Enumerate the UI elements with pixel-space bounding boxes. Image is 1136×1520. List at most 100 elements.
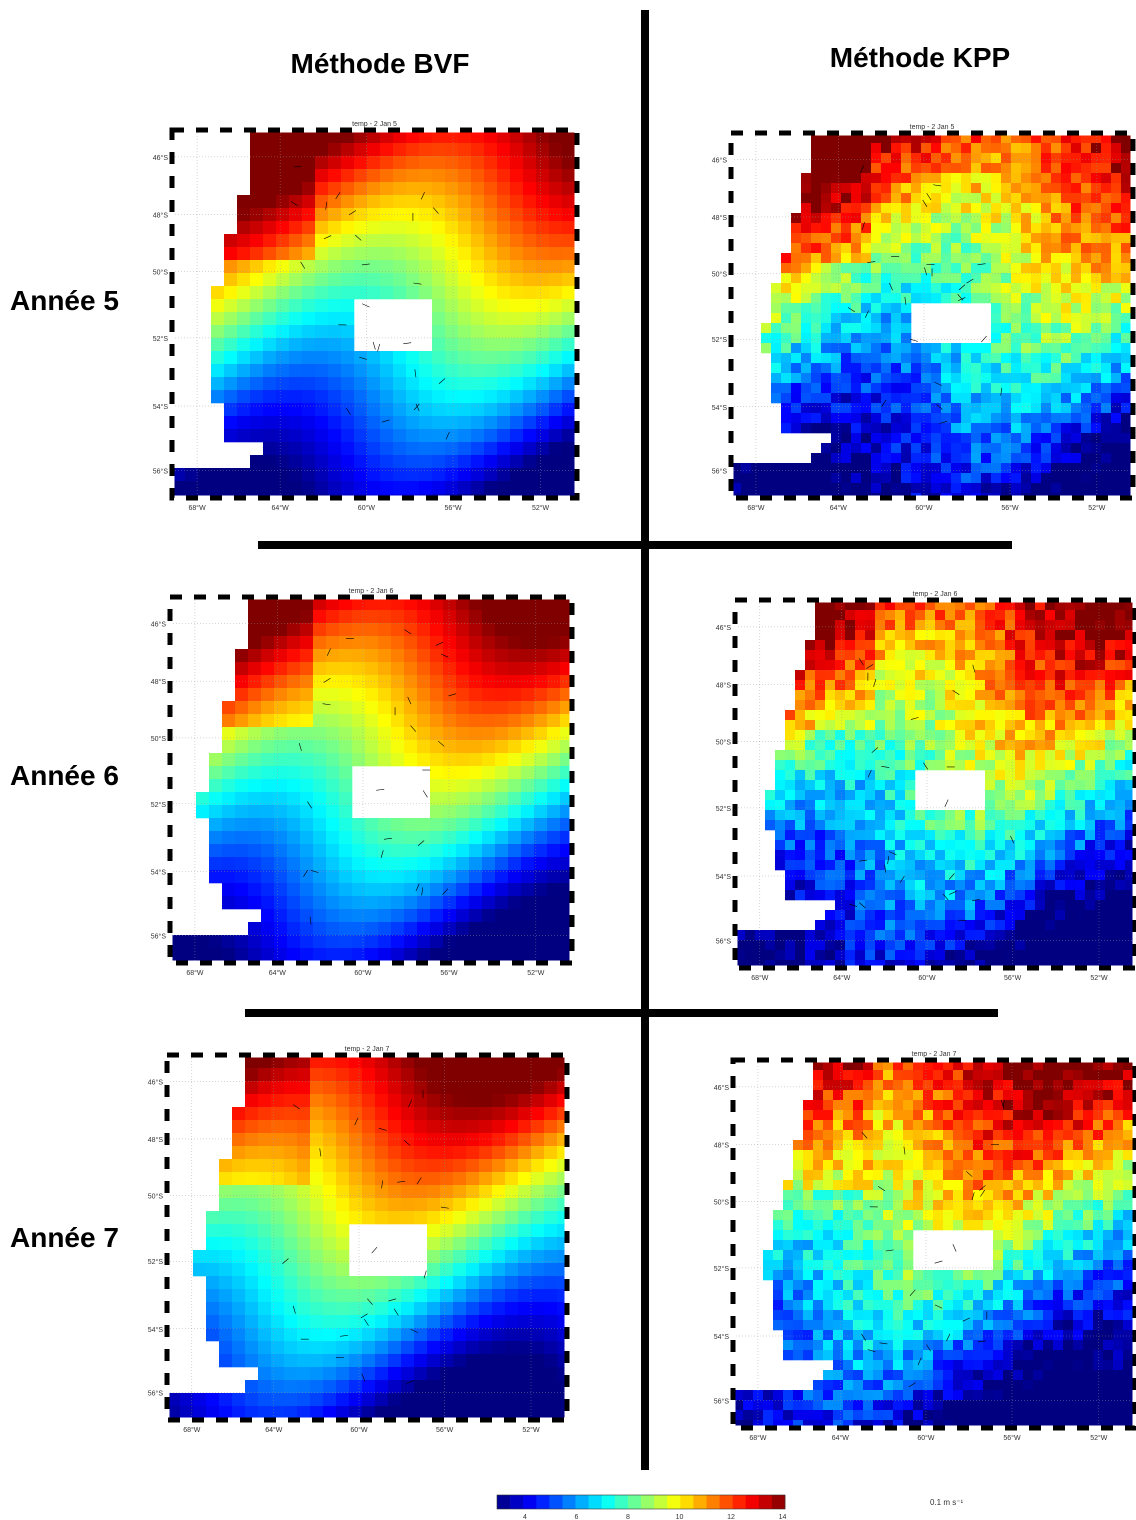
map-cell (284, 1055, 298, 1069)
map-cell (865, 670, 876, 681)
map-cell (915, 750, 926, 761)
map-cell (224, 416, 238, 430)
map-frame (167, 594, 575, 966)
map-cell (388, 1159, 402, 1173)
map-cell (557, 1055, 568, 1069)
map-cell (1101, 233, 1112, 244)
map-cell (825, 880, 836, 891)
map-cell (855, 610, 866, 621)
map-cell (222, 792, 236, 806)
map-cell (557, 1159, 568, 1173)
map-cell (547, 818, 561, 832)
map-cell (300, 675, 314, 689)
map-cell (391, 857, 405, 871)
map-cell (1081, 473, 1092, 484)
map-cell (1035, 850, 1046, 861)
map-cell (915, 710, 926, 721)
map-cell (328, 312, 342, 326)
row-label: Année 5 (10, 285, 119, 316)
map-cell (875, 610, 886, 621)
map-cell (484, 325, 498, 339)
map-cell (845, 630, 856, 641)
map-cell (1021, 143, 1032, 154)
map-cell (417, 610, 431, 624)
map-cell (885, 820, 896, 831)
map-cell (965, 880, 976, 891)
map-cell (1025, 750, 1036, 761)
map-cell (975, 720, 986, 731)
map-cell (821, 413, 832, 424)
map-cell (1065, 850, 1076, 861)
map-cell (1071, 193, 1082, 204)
map-cell (915, 930, 926, 941)
map-cell (406, 156, 420, 170)
map-cell (367, 169, 381, 183)
map-cell (905, 750, 916, 761)
map-cell (795, 670, 806, 681)
map-cell (845, 840, 856, 851)
map-cell (531, 1354, 545, 1368)
map-cell (1101, 223, 1112, 234)
map-cell (313, 649, 327, 663)
map-cell (861, 433, 872, 444)
map-cell (328, 429, 342, 443)
map-cell (861, 423, 872, 434)
map-cell (805, 890, 816, 901)
map-cell (881, 443, 892, 454)
map-cell (419, 195, 433, 209)
map-cell (258, 1159, 272, 1173)
map-cell (521, 805, 535, 819)
velocity-arrow (415, 403, 420, 412)
map-cell (1111, 283, 1122, 294)
map-cell (271, 1055, 285, 1069)
map-cell (287, 662, 301, 676)
map-cell (1101, 323, 1112, 334)
map-cell (430, 714, 444, 728)
map-cell (971, 133, 982, 144)
map-cell (508, 766, 522, 780)
map-cell (1085, 760, 1096, 771)
map-cell (263, 442, 277, 456)
map-cell (1105, 820, 1116, 831)
map-cell (458, 416, 472, 430)
map-cell (801, 423, 812, 434)
map-cell (955, 860, 966, 871)
map-cell (945, 910, 956, 921)
map-cell (484, 130, 498, 144)
map-cell (1005, 860, 1016, 871)
map-cell (1101, 253, 1112, 264)
map-cell (871, 373, 882, 384)
map-cell (549, 260, 563, 274)
map-cell (911, 163, 922, 174)
map-cell (955, 660, 966, 671)
map-cell (1095, 730, 1106, 741)
map-cell (427, 1081, 441, 1095)
map-cell (955, 930, 966, 941)
map-cell (341, 364, 355, 378)
lat-label: 54°S (716, 873, 732, 881)
map-cell (951, 143, 962, 154)
map-cell (891, 423, 902, 434)
map-cell (871, 463, 882, 474)
map-cell (536, 247, 550, 261)
map-cell (801, 343, 812, 354)
map-cell (427, 1055, 441, 1069)
map-cell (453, 1159, 467, 1173)
map-cell (328, 299, 342, 313)
map-cell (211, 468, 225, 482)
map-cell (1025, 770, 1036, 781)
map-cell (841, 133, 852, 144)
map-cell (795, 790, 806, 801)
map-cell (375, 1211, 389, 1225)
map-cell (1121, 283, 1132, 294)
map-cell (484, 416, 498, 430)
map-cell (391, 727, 405, 741)
map-cell (1081, 243, 1092, 254)
map-cell (258, 1341, 272, 1355)
map-cell (1115, 750, 1126, 761)
map-cell (1051, 203, 1062, 214)
map-cell (401, 1107, 415, 1121)
map-cell (302, 247, 316, 261)
map-cell (549, 299, 563, 313)
map-cell (391, 649, 405, 663)
